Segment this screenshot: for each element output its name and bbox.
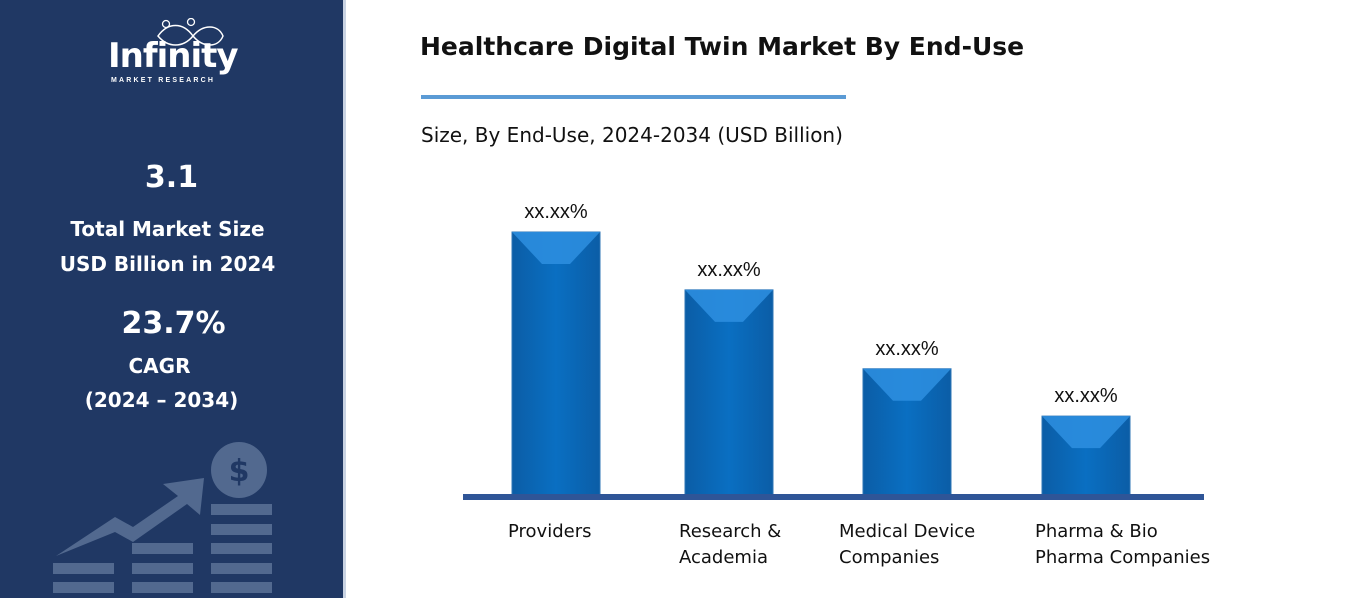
svg-text:$: $ [229, 454, 250, 489]
market-size-value: 3.1 [144, 160, 199, 195]
bar [862, 368, 952, 496]
cagr-period: (2024 – 2034) [84, 388, 239, 412]
cagr-label: CAGR [128, 354, 191, 378]
data-label: xx.xx% [875, 338, 939, 360]
sidebar: Infinity MARKET RESEARCH 3.1 Total Marke… [0, 0, 346, 598]
category-label: Pharma & Bio Pharma Companies [1035, 521, 1211, 568]
market-size-unit: USD Billion in 2024 [59, 252, 276, 276]
data-label: xx.xx% [697, 259, 761, 281]
category-label: Research & Academia [679, 521, 782, 568]
category-label: Providers [508, 521, 592, 542]
market-size-label: Total Market Size [70, 217, 265, 241]
category-label: Medical Device Companies [839, 521, 976, 568]
growth-chart-dollar-icon: $ [53, 442, 272, 593]
logo: Infinity MARKET RESEARCH [108, 18, 243, 92]
bar [684, 289, 774, 496]
data-label: xx.xx% [524, 201, 588, 223]
logo-infinity-icon [157, 18, 224, 46]
x-axis-line [463, 494, 1204, 500]
title-underline [421, 95, 846, 99]
chart-title: Healthcare Digital Twin Market By End-Us… [420, 32, 1025, 61]
bar [1041, 415, 1131, 496]
data-label: xx.xx% [1054, 385, 1118, 407]
cagr-value: 23.7% [121, 306, 226, 341]
chart-subtitle: Size, By End-Use, 2024-2034 (USD Billion… [421, 123, 843, 147]
bar [511, 231, 601, 496]
